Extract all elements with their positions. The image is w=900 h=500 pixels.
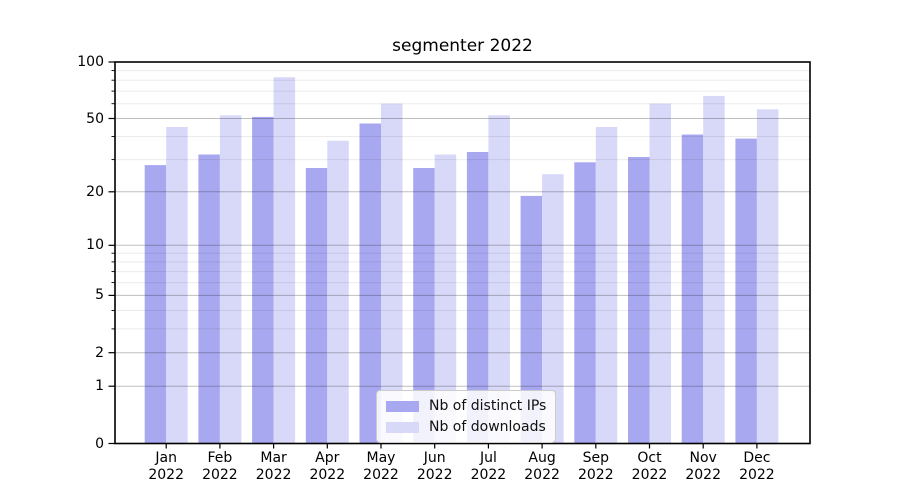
x-tick-label: Apr 2022 — [309, 450, 346, 483]
bar-downloads — [434, 154, 457, 444]
bar-distinct-ips — [305, 168, 328, 444]
x-tick-label: Jul 2022 — [470, 450, 507, 483]
legend-label-distinct-ips: Nb of distinct IPs — [429, 398, 547, 414]
bar-downloads — [327, 140, 349, 444]
bar-downloads — [166, 127, 188, 444]
legend-item-downloads: Nb of downloads — [386, 419, 546, 435]
x-tick-label: Aug 2022 — [524, 450, 560, 483]
bar-distinct-ips — [198, 154, 220, 444]
y-tick-label: 0 — [95, 435, 104, 452]
x-tick-label: Dec 2022 — [739, 450, 775, 483]
bar-downloads — [488, 115, 510, 444]
bar-downloads — [542, 174, 564, 444]
bar-downloads — [381, 103, 403, 444]
y-tick-label: 100 — [77, 54, 104, 70]
bar-downloads — [756, 109, 779, 444]
legend-swatch-distinct-ips — [386, 400, 419, 412]
y-tick-label: 1 — [95, 378, 104, 395]
legend-label-downloads: Nb of downloads — [429, 419, 546, 435]
x-tick-label: Jun 2022 — [416, 450, 453, 483]
bar-downloads — [649, 103, 671, 444]
bar-distinct-ips — [413, 168, 435, 444]
bar-downloads — [219, 115, 242, 444]
y-tick-label: 2 — [95, 344, 104, 361]
bar-distinct-ips — [735, 138, 757, 444]
bar-distinct-ips — [144, 165, 167, 444]
legend-swatch-downloads — [386, 421, 419, 433]
bar-downloads — [703, 95, 725, 444]
y-tick-label: 50 — [86, 110, 104, 127]
y-tick-label: 10 — [86, 237, 104, 254]
bar-downloads — [273, 77, 296, 444]
x-tick-label: Nov 2022 — [685, 450, 721, 483]
y-tick-label: 20 — [86, 183, 104, 200]
legend: Nb of distinct IPs Nb of downloads — [376, 390, 557, 443]
bar-distinct-ips — [681, 134, 704, 444]
x-tick-label: Sep 2022 — [577, 450, 614, 483]
bar-distinct-ips — [359, 123, 381, 444]
bar-distinct-ips — [252, 116, 274, 444]
y-tick-label: 5 — [95, 287, 104, 304]
bar-distinct-ips — [520, 195, 543, 444]
bar-distinct-ips — [466, 152, 489, 444]
bar-downloads — [595, 127, 618, 444]
bar-distinct-ips — [628, 157, 650, 444]
x-tick-label: Mar 2022 — [255, 450, 292, 483]
bar-distinct-ips — [574, 162, 596, 444]
chart-title: segmenter 2022 — [392, 36, 533, 56]
x-tick-label: Oct 2022 — [631, 450, 668, 483]
x-tick-label: Jan 2022 — [148, 450, 184, 483]
x-tick-label: May 2022 — [363, 450, 399, 483]
x-tick-label: Feb 2022 — [202, 450, 238, 483]
legend-item-distinct-ips: Nb of distinct IPs — [386, 398, 546, 414]
